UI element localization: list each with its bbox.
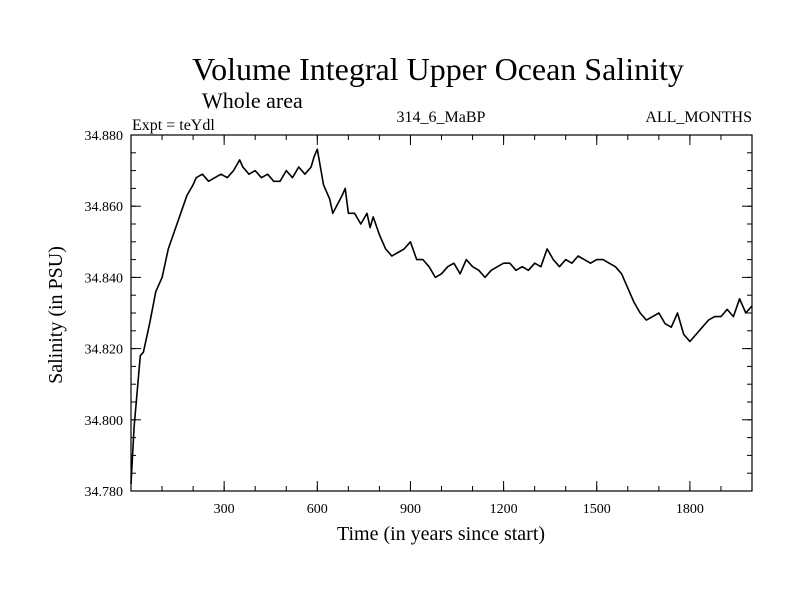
y-tick-label: 34.880 [85, 129, 124, 144]
x-axis-label: Time (in years since start) [337, 523, 545, 545]
x-tick-label: 1200 [490, 502, 518, 517]
months-label: ALL_MONTHS [645, 109, 752, 126]
y-tick-label: 34.780 [85, 485, 124, 500]
run-label: 314_6_MaBP [397, 109, 486, 126]
y-axis-label: Salinity (in PSU) [45, 246, 67, 384]
chart-title: Volume Integral Upper Ocean Salinity [192, 51, 684, 87]
series-group [130, 148, 753, 484]
salinity-series-line [130, 148, 753, 484]
x-tick-label: 600 [307, 502, 328, 517]
y-tick-label: 34.800 [85, 414, 124, 429]
x-tick-label: 1800 [676, 502, 704, 517]
y-tick-label: 34.840 [85, 271, 124, 286]
x-tick-label: 1500 [583, 502, 611, 517]
y-tick-label: 34.820 [85, 343, 124, 358]
experiment-label: Expt = teYdl [132, 117, 215, 134]
x-tick-label: 900 [400, 502, 421, 517]
y-tick-label: 34.860 [85, 200, 124, 215]
chart-subtitle: Whole area [202, 88, 303, 113]
axes-group: 300 600 900 1200 1500 1800 34.780 34.800 34.820 3… [85, 129, 753, 517]
x-tick-label: 300 [214, 502, 235, 517]
